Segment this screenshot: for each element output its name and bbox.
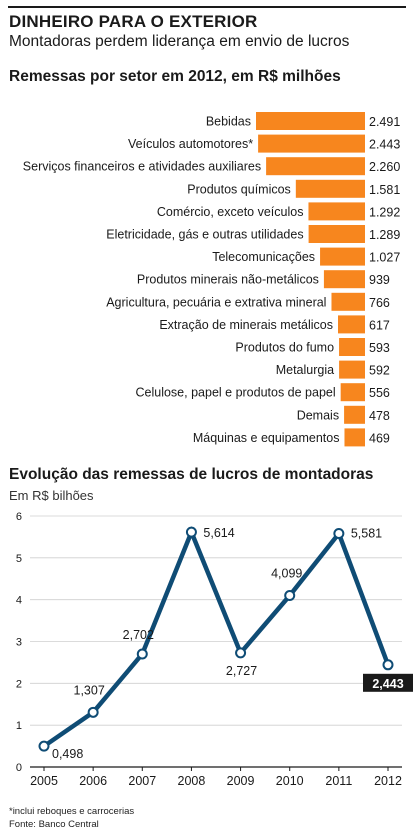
bar [344, 428, 365, 447]
data-point [87, 706, 99, 718]
data-point [333, 528, 345, 540]
data-point [38, 740, 50, 752]
bar [308, 225, 365, 243]
bar-category-label: Agricultura, pecuária e extrativa minera… [106, 295, 326, 309]
x-tick-label: 2007 [128, 774, 156, 788]
bar-value-label: 592 [369, 364, 390, 378]
y-tick-label: 4 [16, 595, 22, 607]
line-chart-subtitle: Em R$ bilhões [9, 488, 94, 503]
x-tick-label: 2008 [178, 774, 206, 788]
data-label-highlight: 2,443 [372, 677, 403, 691]
bar [295, 179, 365, 198]
bar [339, 338, 365, 356]
bar-value-label: 469 [369, 431, 390, 445]
bar-value-label: 1.289 [369, 228, 400, 242]
series-line [42, 526, 391, 749]
bar-category-label: Produtos químicos [187, 182, 291, 196]
x-tick-label: 2012 [374, 774, 402, 788]
bar [323, 270, 365, 289]
bar-category-label: Demais [297, 408, 339, 422]
bar-category-label: Máquinas e equipamentos [193, 431, 340, 445]
y-tick-label: 6 [16, 511, 22, 523]
bar-value-label: 478 [369, 409, 390, 423]
bar-category-label: Produtos minerais não-metálicos [137, 273, 319, 287]
bar [258, 134, 365, 153]
bar [340, 383, 365, 402]
data-label: 2,727 [226, 664, 257, 678]
footnote-note: *inclui reboques e carrocerias [9, 806, 135, 817]
top-rule [8, 6, 406, 8]
bar-value-label: 1.581 [369, 183, 400, 197]
line-chart-title: Evolução das remessas de lucros de monta… [9, 466, 374, 483]
x-tick-label: 2006 [79, 774, 107, 788]
bar-category-label: Celulose, papel e produtos de papel [136, 386, 336, 400]
data-point [382, 659, 394, 671]
bar [344, 405, 365, 424]
bar-value-label: 1.292 [369, 205, 400, 219]
y-tick-label: 1 [16, 720, 22, 732]
footnote: *inclui reboques e carrocerias Fonte: Ba… [9, 805, 134, 831]
line-chart: 0 1 2 3 4 5 6 2005 2006 2007 2008 2009 2010 2011 2012 0… [16, 511, 413, 788]
bar-chart-title: Remessas por setor em 2012, em R$ milhõe… [9, 68, 341, 85]
y-tick-label: 0 [16, 762, 22, 774]
bar [308, 202, 365, 221]
subheadline: Montadoras perdem liderança em envio de … [9, 33, 350, 50]
x-tick-label: 2009 [227, 774, 255, 788]
bar-category-label: Comércio, exceto veículos [157, 205, 304, 219]
data-label: 1,307 [74, 683, 105, 697]
data-label: 5,581 [351, 527, 382, 541]
bar-category-label: Eletricidade, gás e outras utilidades [106, 228, 303, 242]
bar-value-label: 2.443 [369, 138, 400, 152]
bar [320, 247, 365, 266]
data-label: 0,498 [52, 747, 83, 761]
bar [266, 157, 365, 176]
data-point [284, 590, 296, 602]
bar [338, 315, 365, 334]
bar-value-label: 556 [369, 386, 390, 400]
bar-category-label: Veículos automotores* [128, 137, 253, 151]
bar [331, 292, 365, 311]
x-tick-label: 2005 [30, 774, 58, 788]
bar [339, 360, 365, 379]
bar-value-label: 593 [369, 341, 390, 355]
bar-category-label: Metalurgia [276, 363, 334, 377]
bar-category-label: Bebidas [206, 115, 251, 129]
data-point [235, 647, 247, 659]
bar-value-label: 2.260 [369, 160, 400, 174]
bar-category-label: Produtos do fumo [235, 341, 334, 355]
headline: DINHEIRO PARA O EXTERIOR [9, 12, 258, 31]
bar-value-label: 939 [369, 273, 390, 287]
x-tick-label: 2010 [276, 774, 304, 788]
bar [256, 112, 365, 130]
bar-category-label: Serviços financeiros e atividades auxili… [23, 160, 261, 174]
data-label: 5,614 [203, 526, 234, 540]
footnote-source: Fonte: Banco Central [9, 819, 99, 830]
x-tick-label: 2011 [325, 774, 352, 788]
highlight-label-box [363, 673, 413, 692]
bar-category-label: Telecomunicações [212, 250, 315, 264]
y-tick-label: 2 [16, 678, 22, 690]
bar-value-label: 617 [369, 318, 390, 332]
data-point [185, 526, 197, 538]
y-tick-label: 3 [16, 637, 22, 649]
data-label: 4,099 [271, 567, 302, 581]
bar-chart: Bebidas 2.491 Veículos automotores* 2.443 Se… [23, 112, 400, 447]
bar-value-label: 766 [369, 296, 390, 310]
data-label: 2,702 [123, 628, 154, 642]
bar-value-label: 1.027 [369, 251, 400, 265]
bar-value-label: 2.491 [369, 115, 400, 129]
y-tick-label: 5 [16, 553, 22, 565]
data-point [136, 648, 148, 660]
bar-category-label: Extração de minerais metálicos [159, 318, 333, 332]
